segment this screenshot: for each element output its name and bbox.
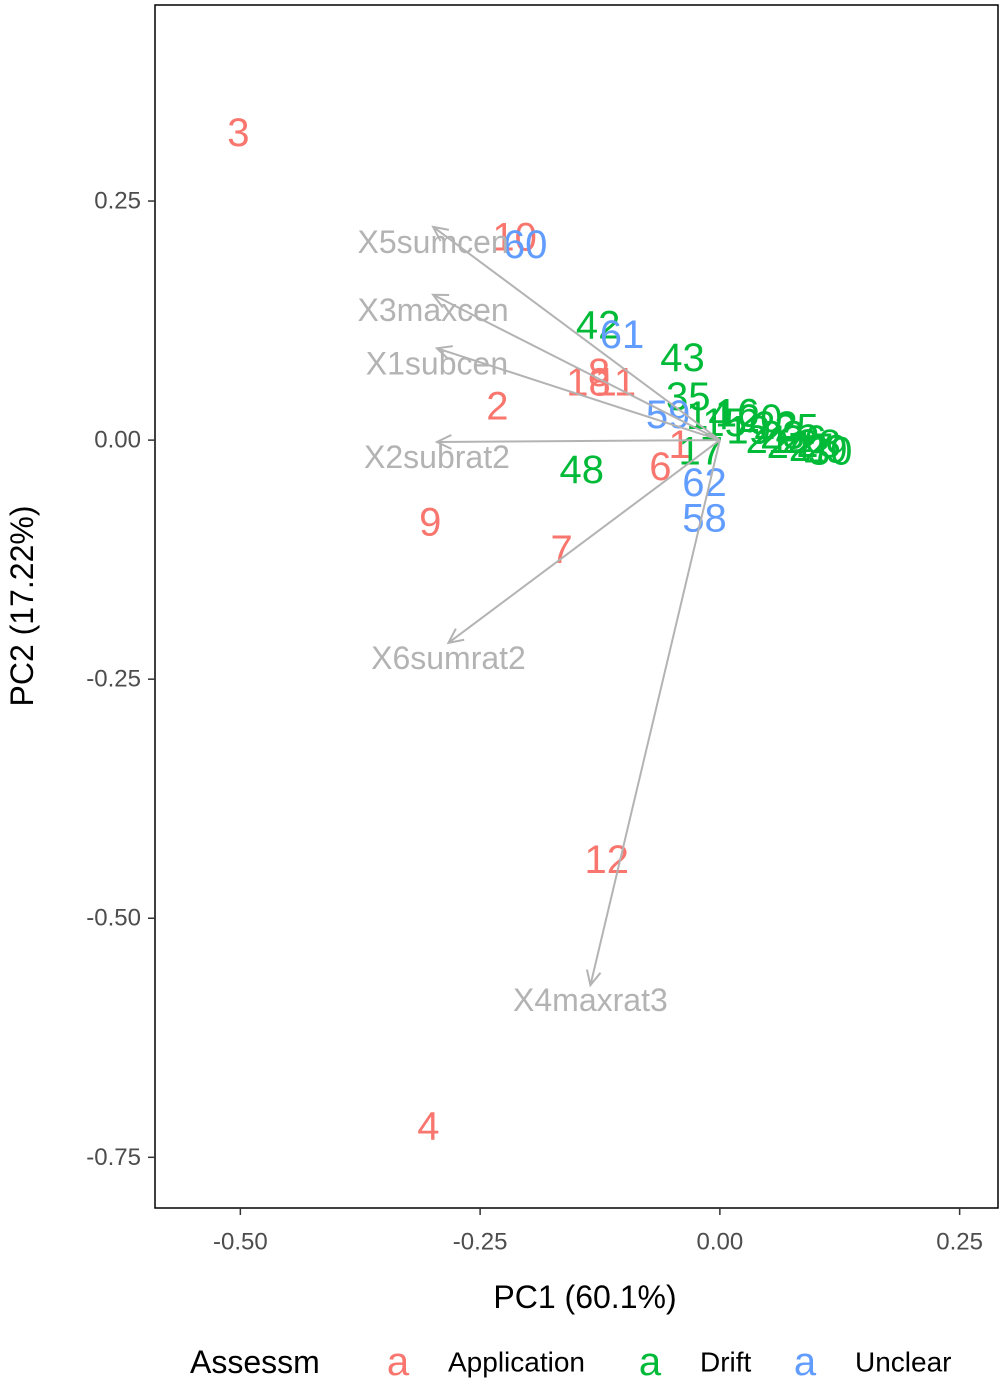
loading-arrow <box>436 347 721 442</box>
point-label: 29 <box>803 428 848 472</box>
point-label: 23 <box>760 413 805 457</box>
y-tick-label: -0.75 <box>86 1144 141 1171</box>
point-label: 26 <box>782 418 827 462</box>
loading-label: X3maxcen <box>358 292 509 328</box>
x-tick-label: -0.25 <box>453 1229 508 1256</box>
loading-arrow <box>447 439 721 644</box>
point-label: 4 <box>417 1105 439 1149</box>
point-label: 2 <box>486 385 508 429</box>
point-label: 8 <box>588 351 610 395</box>
point-label: 1 <box>668 423 690 467</box>
point-label: 35 <box>666 375 711 419</box>
point-label: 6 <box>649 445 671 489</box>
loading-arrow <box>436 439 720 444</box>
point-label: 19 <box>726 409 771 453</box>
point-label: 10 <box>492 215 537 259</box>
x-axis-title: PC1 (60.1%) <box>493 1279 676 1315</box>
y-tick-label: -0.25 <box>86 666 141 693</box>
point-label: 30 <box>808 430 853 474</box>
loading-arrow <box>432 226 721 441</box>
loading-label: X5sumcen <box>358 224 509 260</box>
y-tick-label: 0.00 <box>94 427 141 454</box>
point-label: 3 <box>227 111 249 155</box>
point-label: 61 <box>600 313 645 357</box>
arrow-head <box>434 434 452 450</box>
loading-arrow <box>432 293 721 441</box>
x-tick-label: -0.50 <box>213 1229 268 1256</box>
point-label: 12 <box>584 838 629 882</box>
point-label: 16 <box>715 391 760 435</box>
point-label: 24 <box>767 423 812 467</box>
loading-label: X4maxrat3 <box>513 982 668 1018</box>
y-tick-label: -0.50 <box>86 905 141 932</box>
loading-label: X6sumrat2 <box>371 640 526 676</box>
point-label: 25 <box>774 407 819 451</box>
point-label: 20 <box>738 397 783 441</box>
legend-label: Application <box>448 1347 585 1378</box>
point-label: 22 <box>753 404 798 448</box>
point-label: 60 <box>503 223 548 267</box>
loading-label: X1subcen <box>366 345 508 381</box>
arrow-head <box>431 293 450 309</box>
x-tick-label: 0.25 <box>936 1229 983 1256</box>
point-label: 28 <box>796 422 841 466</box>
arrow-head <box>446 628 465 645</box>
y-axis-title: PC2 (17.22%) <box>4 506 40 707</box>
point-label: 59 <box>646 393 691 437</box>
arrow-head <box>434 345 453 361</box>
arrow-head <box>431 225 450 242</box>
arrow-head <box>585 969 602 988</box>
y-tick-label: 0.25 <box>94 188 141 215</box>
point-label: 11 <box>595 361 637 405</box>
point-label: 43 <box>660 336 705 380</box>
point-label: 62 <box>682 461 727 505</box>
loading-arrow <box>589 439 721 986</box>
point-label: 27 <box>789 426 834 470</box>
legend-key: a <box>639 1340 662 1383</box>
panel-border <box>154 4 999 1209</box>
legend-label: Drift <box>700 1347 752 1378</box>
x-tick-label: 0.00 <box>697 1229 744 1256</box>
loading-label: X2subrat2 <box>364 439 510 475</box>
legend-key: a <box>794 1340 817 1383</box>
point-label: 9 <box>419 500 441 544</box>
point-label: 21 <box>746 418 791 462</box>
point-label: 48 <box>560 448 605 492</box>
legend-label: Unclear <box>855 1347 951 1378</box>
legend-title: Assessm <box>190 1344 320 1380</box>
point-label: 42 <box>576 303 621 347</box>
legend-key: a <box>387 1340 410 1383</box>
point-label: 7 <box>551 528 573 572</box>
